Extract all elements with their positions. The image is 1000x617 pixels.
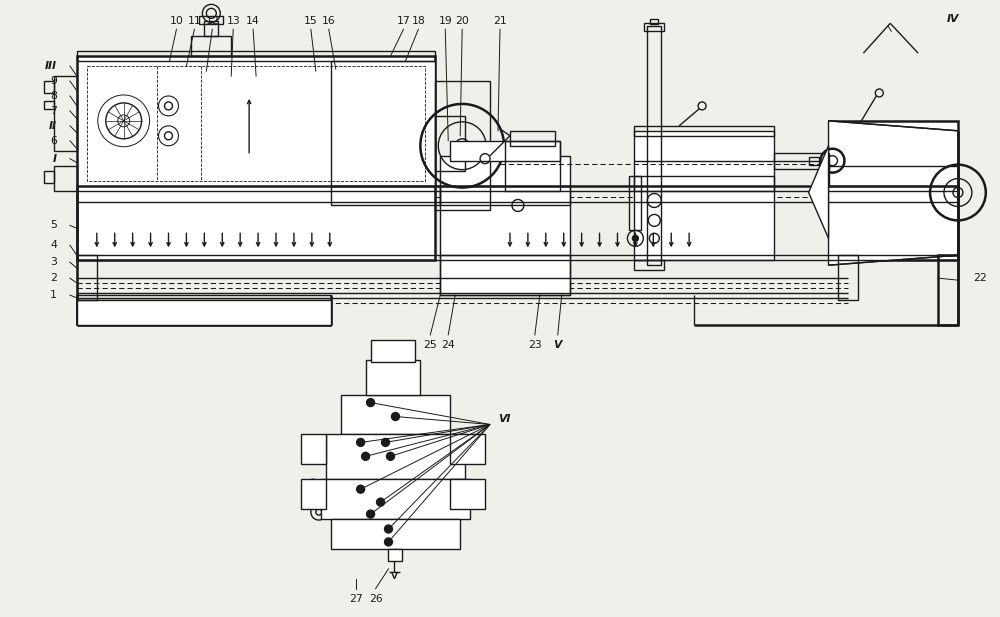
Text: 9: 9 (50, 76, 57, 86)
Bar (371, 340, 415, 362)
Text: 5: 5 (50, 220, 57, 230)
Text: 21: 21 (493, 16, 507, 27)
Bar (366, 360, 420, 395)
Text: 25: 25 (423, 340, 437, 350)
Text: 8: 8 (50, 91, 57, 101)
Text: 20: 20 (455, 16, 469, 27)
Bar (331, 519, 460, 549)
Text: 15: 15 (304, 16, 318, 27)
Bar (629, 176, 641, 230)
Circle shape (357, 439, 365, 446)
Bar (331, 61, 435, 186)
Text: 27: 27 (349, 594, 363, 603)
Text: 13: 13 (226, 16, 240, 27)
Text: 14: 14 (246, 16, 260, 27)
Bar (809, 157, 819, 165)
Text: 18: 18 (411, 16, 425, 27)
Bar (435, 116, 465, 171)
Bar (87, 66, 425, 181)
Circle shape (367, 510, 375, 518)
Circle shape (385, 538, 392, 546)
Bar (450, 141, 560, 160)
Circle shape (362, 452, 370, 460)
Text: 22: 22 (973, 273, 987, 283)
Text: 11: 11 (188, 16, 201, 27)
Text: 12: 12 (205, 16, 219, 27)
Bar (77, 56, 435, 260)
Text: 4: 4 (50, 240, 57, 251)
Polygon shape (809, 146, 829, 238)
Circle shape (382, 439, 389, 446)
Text: 16: 16 (322, 16, 336, 27)
Bar (440, 255, 570, 295)
Bar (77, 300, 331, 325)
Bar (321, 479, 470, 519)
Circle shape (385, 525, 392, 533)
Bar (505, 141, 560, 191)
Bar (199, 16, 223, 24)
Bar (54, 165, 77, 191)
Bar (838, 255, 858, 300)
Text: 7: 7 (50, 106, 57, 116)
Text: I: I (53, 154, 57, 164)
Bar (644, 23, 664, 31)
Bar (650, 19, 658, 24)
Bar (510, 131, 555, 146)
Bar (331, 186, 440, 205)
Text: 23: 23 (528, 340, 542, 350)
Text: III: III (45, 61, 57, 71)
Text: 10: 10 (170, 16, 183, 27)
Bar (301, 434, 326, 465)
Circle shape (357, 485, 365, 493)
Text: 17: 17 (397, 16, 410, 27)
Text: 6: 6 (50, 136, 57, 146)
Bar (191, 36, 231, 56)
Bar (388, 549, 402, 561)
Bar (77, 255, 97, 300)
Text: 19: 19 (438, 16, 452, 27)
Bar (938, 255, 958, 325)
Bar (634, 260, 664, 270)
Polygon shape (829, 121, 958, 265)
Text: 26: 26 (369, 594, 382, 603)
Text: 2: 2 (50, 273, 57, 283)
Circle shape (377, 498, 385, 506)
Circle shape (391, 413, 399, 421)
Bar (326, 434, 465, 479)
Bar (647, 27, 661, 265)
Text: II: II (49, 121, 57, 131)
Bar (44, 101, 54, 109)
Text: IV: IV (947, 14, 959, 24)
Bar (440, 186, 570, 205)
Text: VI: VI (498, 415, 510, 424)
Bar (829, 121, 958, 260)
Bar (77, 51, 435, 61)
Bar (829, 165, 958, 186)
Bar (634, 126, 774, 136)
Bar (54, 76, 77, 151)
Bar (450, 479, 485, 509)
Text: 1: 1 (50, 290, 57, 300)
Text: 24: 24 (441, 340, 455, 350)
Bar (634, 176, 774, 191)
Bar (435, 81, 490, 210)
Bar (634, 131, 774, 260)
Circle shape (367, 399, 375, 407)
Bar (774, 152, 829, 168)
Bar (204, 22, 218, 36)
Circle shape (387, 452, 394, 460)
Bar (450, 434, 485, 465)
Bar (44, 81, 54, 93)
Circle shape (632, 235, 638, 241)
Bar (440, 155, 570, 295)
Text: 3: 3 (50, 257, 57, 267)
Bar (341, 395, 450, 434)
Text: V: V (554, 340, 562, 350)
Bar (301, 479, 326, 509)
Bar (77, 300, 331, 325)
Bar (44, 171, 54, 183)
Bar (77, 295, 331, 325)
